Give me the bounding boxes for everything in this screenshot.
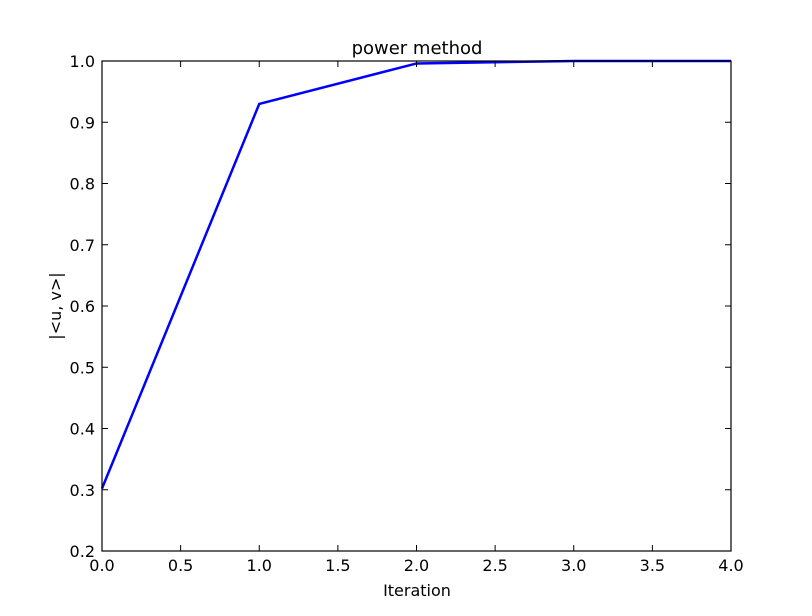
x-tick-label: 0.5: [168, 556, 193, 575]
y-tick-label: 0.6: [70, 297, 95, 316]
x-tick-label: 3.0: [561, 556, 586, 575]
plot-layer: 0.0 0.5 1.0 1.5 2.0 2.5 3.0 3.5 4.0 0.2 0.3 0.4 0.5 0…: [70, 52, 744, 575]
x-tick-label: 2.5: [482, 556, 507, 575]
x-tick-label: 1.0: [247, 556, 272, 575]
y-tick-label: 0.4: [70, 420, 95, 439]
y-tick-label: 0.2: [70, 542, 95, 561]
x-tick-label: 2.0: [404, 556, 429, 575]
plot-area: [102, 61, 731, 551]
chart-title: power method: [352, 38, 483, 59]
y-tick-label: 0.9: [70, 113, 95, 132]
x-tick-label: 4.0: [718, 556, 743, 575]
y-axis-label: |<u, v>|: [46, 272, 65, 339]
y-tick-label: 0.8: [70, 175, 95, 194]
x-tick-label: 0.0: [89, 556, 114, 575]
y-tick-label: 1.0: [70, 52, 95, 71]
y-tick-label: 0.3: [70, 481, 95, 500]
x-tick-label: 3.5: [640, 556, 665, 575]
x-axis-label: Iteration: [383, 581, 451, 600]
y-tick-label: 0.7: [70, 236, 95, 255]
axes-frame: [101, 60, 732, 552]
x-tick-label: 1.5: [325, 556, 350, 575]
y-tick-label: 0.5: [70, 358, 95, 377]
